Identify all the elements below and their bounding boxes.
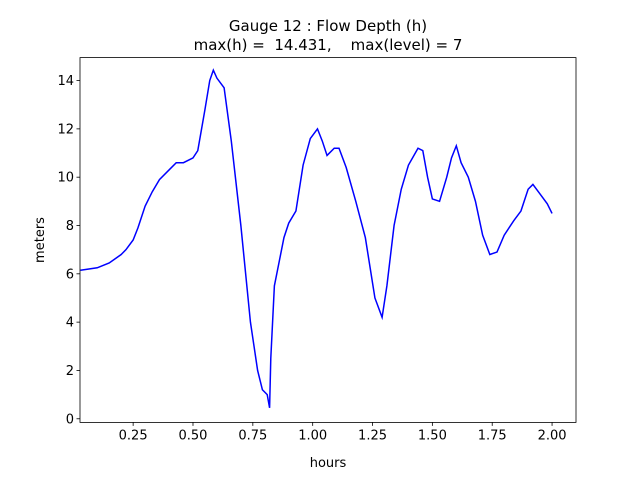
x-tick-label: 0.25 <box>119 428 148 443</box>
y-tick-label: 4 <box>66 316 74 331</box>
y-tick-label: 2 <box>66 364 74 379</box>
chart-subtitle: max(h) = 14.431, max(level) = 7 <box>194 36 463 54</box>
x-tick-label: 0.75 <box>238 428 267 443</box>
y-tick-label: 12 <box>57 122 74 137</box>
y-tick-label: 8 <box>66 219 74 234</box>
plot-frame <box>79 57 577 423</box>
x-tick-label: 1.25 <box>358 428 387 443</box>
x-axis-label: hours <box>310 456 347 471</box>
y-tick-label: 14 <box>57 74 74 89</box>
x-tick-label: 2.00 <box>538 428 567 443</box>
x-tick-label: 0.50 <box>179 428 208 443</box>
chart-title: Gauge 12 : Flow Depth (h) <box>229 17 427 35</box>
y-tick-label: 0 <box>66 412 74 427</box>
y-tick-label: 10 <box>57 171 74 186</box>
x-tick-label: 1.50 <box>418 428 447 443</box>
y-axis-label: meters <box>33 217 48 263</box>
y-tick-label: 6 <box>66 267 74 282</box>
line-series <box>80 68 553 409</box>
x-tick-label: 1.00 <box>298 428 327 443</box>
x-tick-label: 1.75 <box>478 428 507 443</box>
